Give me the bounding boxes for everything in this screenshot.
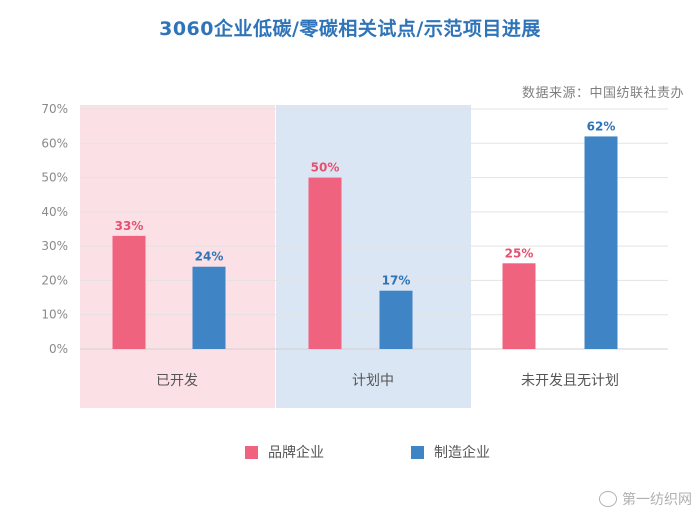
data-label: 24%	[195, 250, 224, 264]
y-tick-label: 20%	[41, 273, 68, 287]
legend-label-brand: 品牌企业	[268, 445, 324, 461]
bar	[192, 266, 226, 349]
legend-swatch-manufacturing	[411, 445, 424, 459]
y-tick-label: 0%	[49, 342, 68, 356]
watermark-text: 第一纺织网	[622, 492, 692, 508]
y-tick-label: 40%	[41, 205, 68, 219]
y-tick-label: 50%	[41, 171, 68, 185]
data-label: 33%	[115, 219, 144, 233]
bar	[112, 235, 146, 349]
legend-item-manufacturing: 制造企业	[411, 442, 490, 462]
weibo-logo-icon	[599, 491, 617, 507]
data-label: 50%	[311, 161, 340, 175]
legend-item-brand: 品牌企业	[245, 442, 324, 462]
data-source-note: 数据来源：中国纺联社责办	[521, 86, 684, 101]
chart-title: 3060企业低碳/零碳相关试点/示范项目进展	[159, 18, 541, 40]
bar	[584, 136, 618, 349]
bar	[308, 177, 342, 349]
bar	[502, 263, 536, 349]
watermark: 第一纺织网	[599, 489, 692, 509]
data-label: 17%	[382, 274, 411, 288]
legend-label-manufacturing: 制造企业	[434, 445, 490, 461]
y-tick-label: 60%	[41, 136, 68, 150]
category-label: 已开发	[156, 373, 198, 389]
data-label: 25%	[505, 246, 534, 260]
bar	[379, 290, 413, 349]
category-band-1	[80, 105, 275, 408]
category-band-2	[276, 105, 471, 408]
y-tick-label: 10%	[41, 308, 68, 322]
category-label: 未开发且无计划	[521, 373, 619, 389]
category-band-3	[472, 105, 668, 408]
y-tick-label: 70%	[41, 102, 68, 116]
category-label: 计划中	[352, 373, 394, 389]
data-label: 62%	[587, 119, 616, 133]
legend-swatch-brand	[245, 445, 258, 459]
y-tick-label: 30%	[41, 239, 68, 253]
